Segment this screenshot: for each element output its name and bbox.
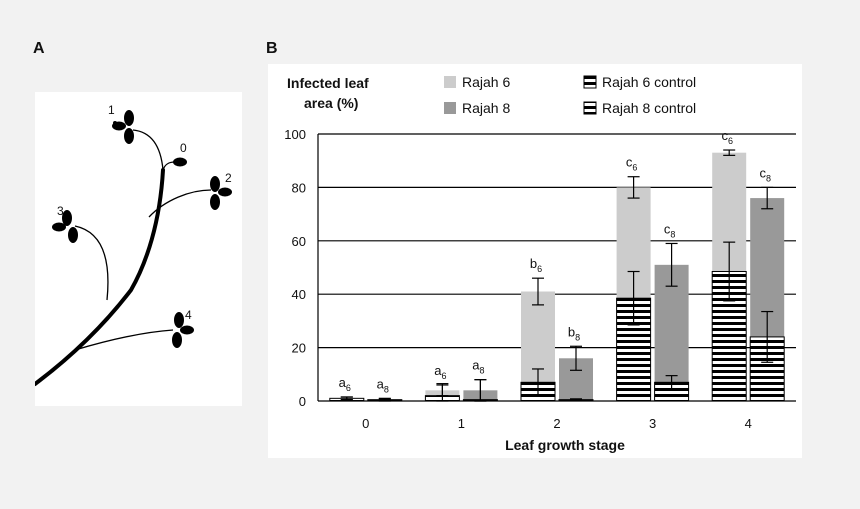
err-rajah-8-3 xyxy=(665,242,678,287)
panel-a-label: A xyxy=(33,40,45,57)
sig-letter-subscript: 6 xyxy=(537,264,542,274)
legend-swatch-2 xyxy=(583,75,597,89)
sig-letter-rajah-6-0: a6 xyxy=(339,375,351,393)
leaf-label-1: 1 xyxy=(108,103,115,117)
sig-letter-rajah-6-4: c6 xyxy=(721,128,733,146)
sig-letter-subscript: 6 xyxy=(346,383,351,393)
legend-label-2: Rajah 6 control xyxy=(602,74,696,90)
sig-letter-rajah-8-1: a8 xyxy=(472,358,484,376)
sig-letter-subscript: 8 xyxy=(575,332,580,342)
leaf-2 xyxy=(210,176,232,210)
leaf-0 xyxy=(173,157,187,167)
panel-b-label: B xyxy=(266,40,278,57)
sig-letter-subscript: 8 xyxy=(480,366,485,376)
sig-letter-subscript: 8 xyxy=(766,173,771,183)
y-axis-label-line2: area (%) xyxy=(304,95,358,111)
leaf-label-3: 3 xyxy=(57,204,64,218)
axis-layer: 0 20 40 60 80 100 0 1 2 3 4 xyxy=(284,127,796,431)
sig-letter-subscript: 6 xyxy=(632,163,637,173)
branch-leaf-3 xyxy=(74,225,109,301)
err-rajah-6-control-3 xyxy=(627,270,640,326)
bars-layer: a6 a8 a6 a8 b6 b8 c6 c8 c6 c8 xyxy=(329,128,785,402)
sig-letter-rajah-6-2: b6 xyxy=(530,256,542,274)
leaf-label-0: 0 xyxy=(180,141,187,155)
x-tick-label-2: 2 xyxy=(553,416,560,431)
branch-leaf-1 xyxy=(132,129,164,171)
sig-letter-rajah-8-3: c8 xyxy=(664,221,676,239)
err-rajah-6-4 xyxy=(723,149,736,156)
legend: Rajah 6 Rajah 8 Rajah 6 control Rajah 8 con… xyxy=(444,74,696,116)
y-tick-label-40: 40 xyxy=(292,287,306,302)
y-axis-label-line1: Infected leaf xyxy=(287,75,369,91)
x-tick-label-0: 0 xyxy=(362,416,369,431)
err-rajah-6-control-4 xyxy=(723,241,736,302)
y-tick-label-100: 100 xyxy=(284,127,306,142)
legend-label-1: Rajah 8 xyxy=(462,100,510,116)
y-tick-label-60: 60 xyxy=(292,234,306,249)
y-tick-label-20: 20 xyxy=(292,341,306,356)
legend-swatch-3 xyxy=(583,101,597,115)
err-rajah-6-3 xyxy=(627,176,640,199)
leaf-label-4: 4 xyxy=(185,308,192,322)
sig-letter-subscript: 8 xyxy=(384,384,389,394)
bar-chart: Infected leaf area (%) Leaf growth stage… xyxy=(284,74,796,453)
err-rajah-8-control-4 xyxy=(761,310,774,363)
x-tick-label-3: 3 xyxy=(649,416,656,431)
branch-leaf-0 xyxy=(162,161,176,171)
plant-diagram-panel: 0 1 2 3 4 xyxy=(33,92,242,406)
branch-leaf-2 xyxy=(148,189,212,218)
x-axis-label: Leaf growth stage xyxy=(505,437,625,453)
main-stem xyxy=(33,168,165,386)
x-tick-label-4: 4 xyxy=(745,416,752,431)
err-rajah-6-2 xyxy=(532,277,544,306)
leaf-1 xyxy=(112,110,134,144)
sig-letter-subscript: 8 xyxy=(670,229,675,239)
err-rajah-8-4 xyxy=(761,186,774,210)
leaf-label-2: 2 xyxy=(225,171,232,185)
legend-swatch-1 xyxy=(444,102,456,114)
x-tick-label-1: 1 xyxy=(458,416,465,431)
y-tick-label-80: 80 xyxy=(292,180,306,195)
sig-letter-rajah-8-4: c8 xyxy=(759,165,771,183)
leaf-4 xyxy=(172,312,194,348)
sig-letter-rajah-6-3: c6 xyxy=(626,155,638,173)
branch-leaf-4 xyxy=(74,329,174,351)
sig-letter-rajah-8-0: a8 xyxy=(377,376,389,394)
y-tick-label-0: 0 xyxy=(299,394,306,409)
err-rajah-6-control-2 xyxy=(532,368,544,397)
leaf-3 xyxy=(52,210,78,243)
legend-label-0: Rajah 6 xyxy=(462,74,510,90)
plant-diagram: 0 1 2 3 4 xyxy=(33,103,232,386)
err-rajah-6-control-0 xyxy=(340,396,353,401)
legend-swatch-0 xyxy=(444,76,456,88)
err-rajah-8-control-3 xyxy=(665,375,678,390)
err-rajah-8-2 xyxy=(570,345,582,371)
sig-letter-subscript: 6 xyxy=(442,371,447,381)
sig-letter-rajah-8-2: b8 xyxy=(568,324,580,342)
chart-panel: Infected leaf area (%) Leaf growth stage… xyxy=(268,64,802,458)
legend-label-3: Rajah 8 control xyxy=(602,100,696,116)
sig-letter-subscript: 6 xyxy=(728,136,733,146)
sig-letter-rajah-6-1: a6 xyxy=(434,363,446,381)
